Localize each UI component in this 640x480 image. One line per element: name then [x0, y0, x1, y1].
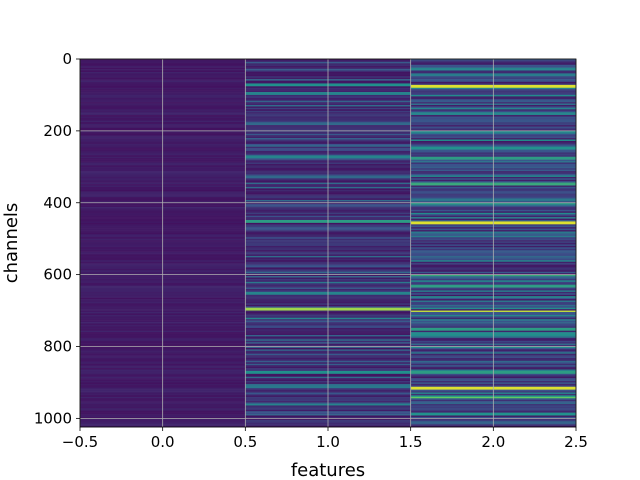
y-tick-label: 800: [43, 338, 72, 356]
x-tick-label: 2.5: [564, 433, 588, 451]
x-tick-label: 2.0: [481, 433, 505, 451]
x-tick-label: 1.5: [399, 433, 423, 451]
y-tick-label: 600: [43, 266, 72, 284]
y-tick-label: 1000: [34, 409, 72, 427]
x-tick-label: 0.0: [151, 433, 175, 451]
x-axis-label: features: [291, 460, 365, 480]
x-tick-label: 0.5: [233, 433, 257, 451]
y-axis-label: channels: [1, 203, 22, 284]
x-tick-label: −0.5: [62, 433, 98, 451]
x-tick-label: 1.0: [316, 433, 340, 451]
x-axis-ticks: −0.5 0.0 0.5 1.0 1.5 2.0 2.5: [62, 427, 588, 451]
y-tick-label: 200: [43, 122, 72, 140]
y-tick-label: 400: [43, 194, 72, 212]
y-tick-label: 0: [62, 50, 72, 68]
y-axis-ticks: 0 200 400 600 800 1000: [34, 50, 80, 427]
